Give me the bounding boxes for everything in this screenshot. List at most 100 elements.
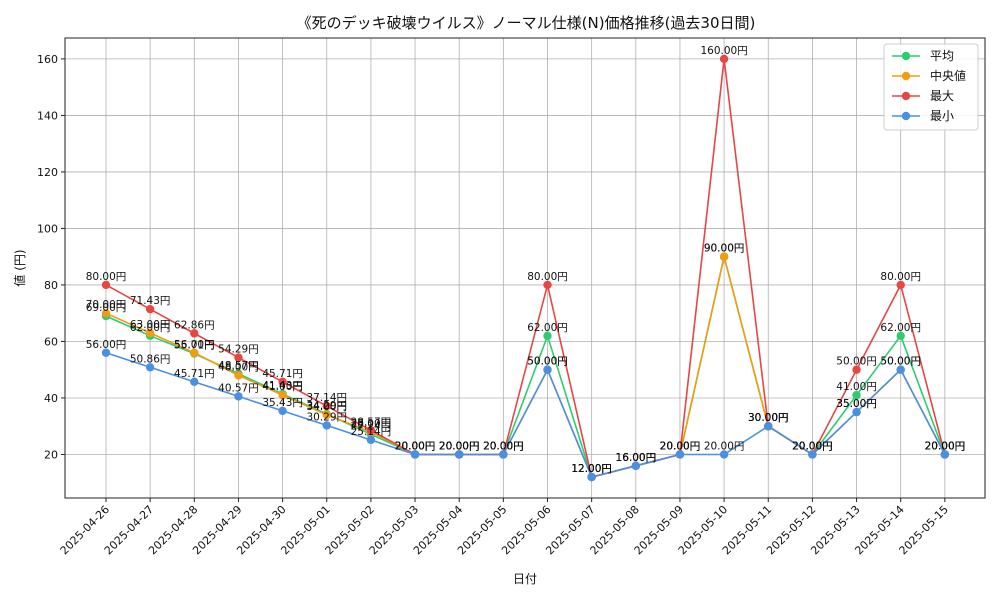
data-point: [852, 390, 861, 400]
data-label: 69.00円: [86, 302, 127, 314]
data-label: 20.00円: [395, 440, 436, 452]
data-label: 28.57円: [351, 416, 392, 428]
data-label: 20.00円: [660, 440, 701, 452]
data-point: [410, 450, 420, 459]
data-label: 20.00円: [704, 440, 745, 452]
series-layer: [101, 54, 950, 482]
data-label: 28.00円: [351, 418, 392, 430]
legend-label: 最大: [930, 89, 954, 103]
data-label: 34.00円: [306, 401, 347, 413]
data-label: 63.00円: [130, 319, 171, 331]
data-label: 20.00円: [395, 440, 436, 452]
data-label: 35.00円: [836, 398, 877, 410]
data-label: 20.00円: [439, 440, 480, 452]
data-label: 50.00円: [527, 356, 568, 368]
data-label: 12.00円: [571, 463, 612, 475]
data-label: 160.00円: [700, 45, 747, 57]
data-label: 41.00円: [262, 381, 303, 393]
data-label: 30.00円: [748, 412, 789, 424]
data-label: 35.00円: [836, 398, 877, 410]
data-label: 30.00円: [748, 412, 789, 424]
data-label: 40.57円: [218, 382, 259, 394]
data-label: 55.71円: [174, 340, 215, 352]
data-point: [366, 435, 376, 445]
data-point: [322, 421, 331, 430]
data-label: 30.00円: [748, 412, 789, 424]
data-label: 27.14円: [351, 420, 392, 432]
data-label: 45.71円: [174, 368, 215, 380]
data-label: 16.00円: [616, 452, 657, 464]
data-point: [631, 461, 640, 470]
data-point: [101, 309, 111, 318]
legend-marker: [901, 111, 911, 121]
data-point: [234, 392, 243, 401]
data-label: 20.00円: [925, 440, 966, 452]
data-point: [278, 406, 287, 416]
data-label: 80.00円: [86, 271, 127, 283]
y-tick-label: 40: [44, 392, 58, 405]
data-point: [366, 426, 376, 435]
data-label: 90.00円: [704, 243, 745, 255]
data-label: 37.14円: [306, 392, 347, 404]
data-label: 62.00円: [880, 322, 921, 334]
data-label: 20.00円: [395, 440, 436, 452]
grid-lines: [65, 38, 985, 498]
x-axis-ticks: 2025-04-262025-04-272025-04-282025-04-29…: [58, 498, 951, 557]
data-point: [145, 304, 155, 314]
data-point: [190, 377, 199, 387]
y-tick-label: 80: [44, 279, 58, 292]
data-label: 62.00円: [130, 322, 171, 334]
y-tick-label: 100: [37, 222, 58, 235]
y-tick-label: 60: [44, 335, 58, 348]
data-label: 56.00円: [86, 339, 127, 351]
data-point: [852, 407, 861, 417]
data-label: 20.00円: [660, 440, 701, 452]
data-point: [808, 450, 817, 459]
data-label: 20.00円: [792, 440, 833, 452]
data-label: 20.00円: [792, 440, 833, 452]
x-axis-label: 日付: [513, 572, 537, 586]
data-label: 50.86円: [130, 353, 171, 365]
data-label: 48.57円: [218, 360, 259, 372]
data-label: 41.00円: [836, 381, 877, 393]
y-tick-label: 160: [37, 53, 58, 66]
data-point: [764, 422, 773, 431]
data-point: [145, 328, 155, 338]
legend-marker: [901, 51, 911, 61]
data-point: [896, 280, 905, 290]
data-label: 80.00円: [527, 271, 568, 283]
y-axis-ticks: 20 40 60 80 100 120 140 160: [37, 53, 65, 461]
data-point: [896, 331, 905, 341]
data-point: [322, 401, 331, 411]
data-label: 20.00円: [792, 440, 833, 452]
data-point: [719, 54, 729, 64]
data-point: [543, 331, 552, 341]
data-label: 90.00円: [704, 243, 745, 255]
legend-label: 平均: [930, 49, 954, 63]
data-label: 71.43円: [130, 295, 171, 307]
data-label: 12.00円: [571, 463, 612, 475]
data-label: 41.43円: [262, 380, 303, 392]
data-point: [675, 450, 685, 459]
data-label: 16.00円: [616, 452, 657, 464]
data-point: [852, 365, 861, 374]
data-point: [101, 348, 111, 357]
series-line: [105, 58, 946, 479]
data-label: 56.00円: [174, 339, 215, 351]
data-label: 16.00円: [616, 452, 657, 464]
y-tick-label: 120: [37, 166, 58, 179]
data-labels-layer: 69.00円62.00円55.71円48.57円41.43円34.29円27.1…: [86, 45, 965, 475]
data-label: 20.00円: [660, 440, 701, 452]
data-label: 80.00円: [880, 271, 921, 283]
data-label: 16.00円: [616, 452, 657, 464]
data-label: 70.00円: [86, 299, 127, 311]
data-label: 20.00円: [925, 440, 966, 452]
data-point: [190, 348, 199, 357]
data-point: [940, 450, 950, 459]
data-label: 50.00円: [880, 356, 921, 368]
y-tick-label: 140: [37, 109, 58, 122]
data-label: 20.00円: [925, 440, 966, 452]
legend-marker: [901, 71, 911, 81]
data-label: 35.43円: [262, 397, 303, 409]
